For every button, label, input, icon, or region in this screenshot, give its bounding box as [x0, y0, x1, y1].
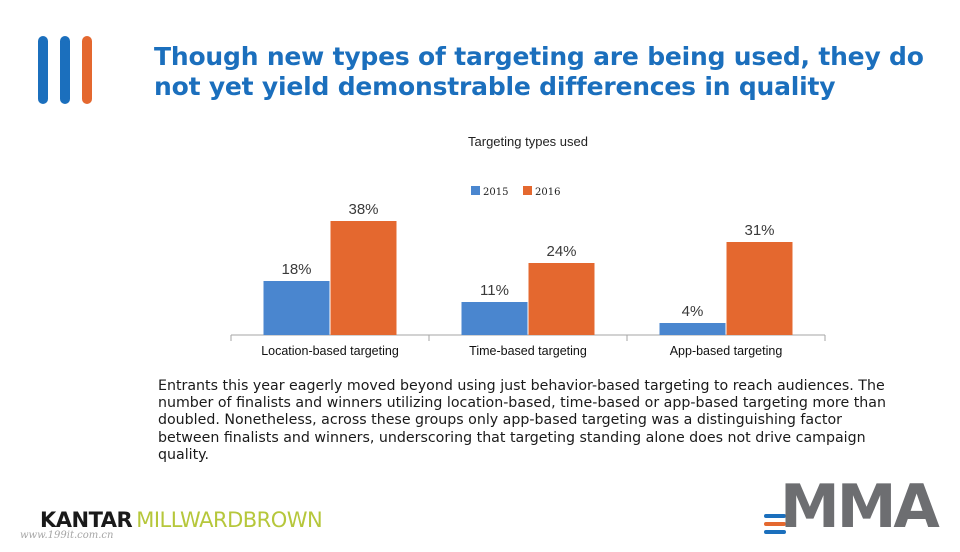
x-tick-label: Location-based targeting [261, 344, 399, 358]
legend-label-2015: 2015 [483, 187, 508, 198]
data-label-2016: 38% [348, 201, 378, 218]
x-tick-label: Time-based targeting [469, 344, 587, 358]
kantar-millwardbrown-logo: KANTAR MILLWARDBROWN [40, 508, 323, 532]
data-label-2015: 4% [682, 303, 704, 320]
bar-2016 [330, 221, 397, 335]
bar-2015 [461, 302, 528, 335]
bar-2016 [528, 263, 595, 335]
page-title: Though new types of targeting are being … [154, 42, 924, 101]
brand-bars-icon [36, 36, 96, 106]
mma-logo-text: MMA [780, 472, 940, 542]
bar-2015 [263, 281, 330, 335]
body-paragraph: Entrants this year eagerly moved beyond … [158, 378, 886, 463]
watermark: www.199it.com.cn [20, 530, 114, 541]
bar-2016 [726, 242, 793, 335]
data-label-2015: 11% [480, 282, 509, 299]
x-tick-label: App-based targeting [670, 344, 783, 358]
millwardbrown-logo-text: MILLWARDBROWN [136, 508, 323, 532]
legend-label-2016: 2016 [535, 187, 560, 198]
kantar-logo-text: KANTAR [40, 508, 133, 532]
data-label-2015: 18% [281, 261, 311, 278]
mma-logo: MMA [764, 472, 944, 542]
legend-swatch-2015 [471, 186, 480, 195]
bar-2015 [659, 323, 726, 335]
data-label-2016: 31% [744, 222, 774, 239]
legend-swatch-2016 [523, 186, 532, 195]
data-label-2016: 24% [546, 243, 576, 260]
chart-title: Targeting types used [468, 134, 588, 149]
